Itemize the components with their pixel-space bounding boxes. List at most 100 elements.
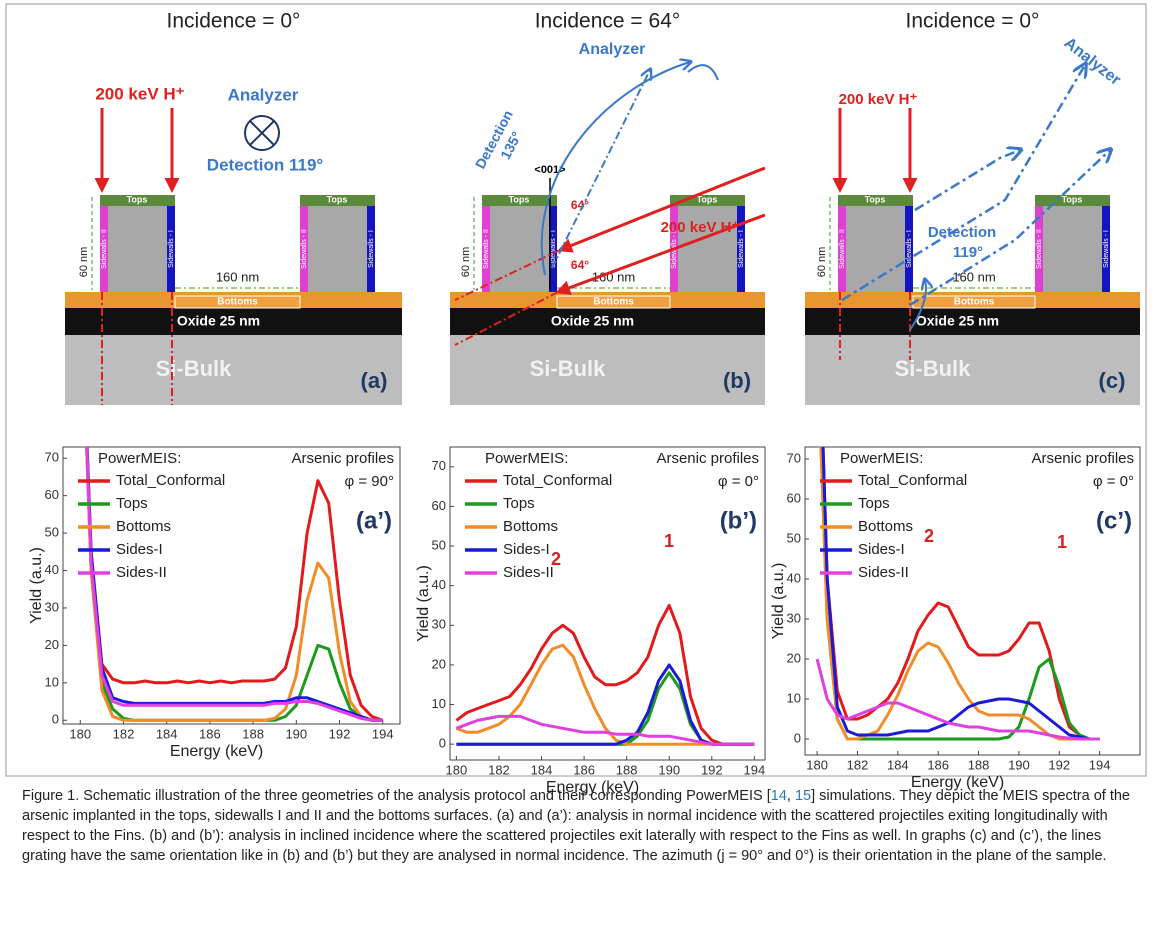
bottoms-label: Bottoms [217, 297, 258, 308]
y-tick-label: 50 [787, 530, 801, 545]
x-tick-label: 190 [658, 762, 680, 777]
annotation: φ = 90° [344, 473, 394, 490]
x-tick-label: 194 [744, 762, 766, 777]
y-tick-label: 60 [45, 487, 59, 502]
fin-top [1035, 195, 1110, 206]
y-tick-label: 20 [787, 650, 801, 665]
legend-title: PowerMEIS: [485, 450, 568, 467]
incidence-title: Incidence = 0° [167, 10, 301, 33]
oxide-label: Oxide 25 nm [177, 313, 260, 329]
sidewall-2 [1035, 206, 1043, 292]
detection-label: Detection 119° [207, 155, 324, 174]
x-tick-label: 192 [1048, 757, 1070, 772]
incidence-title: Incidence = 0° [906, 10, 1040, 33]
figure-frame [5, 3, 1147, 777]
tops-label: Tops [127, 194, 148, 204]
y-tick-label: 70 [45, 450, 59, 465]
fin-top [482, 195, 557, 206]
series-line [85, 447, 383, 722]
x-tick-label: 182 [488, 762, 510, 777]
y-tick-label: 40 [45, 562, 59, 577]
tops-label: Tops [327, 194, 348, 204]
detection-path [551, 70, 650, 269]
panel-label: (a’) [356, 507, 392, 534]
fin-top [300, 195, 375, 206]
legend-label: Tops [503, 495, 535, 512]
x-tick-label: 180 [69, 726, 91, 741]
pitch-label: 160 nm [216, 269, 259, 284]
legend-label: Total_Conformal [858, 472, 967, 489]
legend-label: Tops [858, 495, 890, 512]
bulk-label: Si-Bulk [530, 356, 607, 381]
x-tick-label: 190 [285, 726, 307, 741]
sidewall-1-label: Sidewalls - I [738, 230, 745, 268]
fin [300, 195, 375, 292]
series-line [455, 604, 755, 746]
sidewall-1-label: Sidewalls - I [550, 230, 557, 268]
beam-label: 200 keV H⁺ [95, 84, 184, 103]
peak-label: 2 [551, 549, 561, 569]
si-bulk [450, 335, 765, 405]
x-tick-label: 188 [242, 726, 264, 741]
series-line [819, 447, 1100, 741]
y-tick-label: 10 [787, 690, 801, 705]
sidewall-2 [838, 206, 846, 292]
si-bulk [805, 335, 1140, 405]
y-tick-label: 70 [432, 458, 446, 473]
sidewall-1 [367, 206, 375, 292]
peak-label: 1 [1057, 532, 1067, 552]
panel-label: (b) [723, 368, 751, 393]
sidewall-2-label: Sidewalls - II [483, 229, 490, 269]
sidewall-2-label: Sidewalls - II [839, 229, 846, 269]
bulk-label: Si-Bulk [895, 356, 972, 381]
plot-frame [62, 446, 401, 725]
y-tick-label: 50 [45, 525, 59, 540]
sidewall-1-label: Sidewalls - I [1103, 230, 1110, 268]
x-tick-label: 194 [1089, 757, 1111, 772]
y-axis-label: Yield (a.u.) [415, 565, 432, 642]
y-tick-label: 20 [432, 656, 446, 671]
series-group [85, 447, 384, 722]
legend-title: PowerMEIS: [98, 450, 181, 467]
annotation: Arsenic profiles [656, 450, 759, 467]
detection-path [914, 150, 1020, 212]
annotation: Arsenic profiles [291, 450, 394, 467]
x-tick-label: 184 [156, 726, 178, 741]
sidewall-1-label: Sidewalls - I [168, 230, 175, 268]
detector-cross [249, 120, 275, 146]
bottoms-inner [556, 295, 671, 309]
fin [838, 195, 913, 292]
detection-label: Detection [928, 224, 996, 241]
y-tick-label: 0 [52, 712, 59, 727]
incidence-title: Incidence = 64° [535, 10, 681, 33]
analyzer-label: Analyzer [579, 41, 646, 58]
plot-frame [449, 446, 766, 761]
reference-link[interactable]: 15 [794, 788, 812, 804]
x-tick-label: 190 [1008, 757, 1030, 772]
y-tick-label: 30 [432, 617, 446, 632]
legend-label: Bottoms [503, 518, 558, 535]
fin-top [100, 195, 175, 206]
x-tick-label: 180 [446, 762, 468, 777]
series-line [85, 447, 384, 722]
series-line [815, 658, 1100, 741]
panel-label: (a) [361, 368, 388, 393]
y-tick-label: 30 [45, 599, 59, 614]
peak-label: 2 [924, 526, 934, 546]
oxide-layer [65, 308, 402, 335]
caption-text: , [786, 788, 795, 804]
fin [100, 195, 175, 292]
annotation: φ = 0° [1093, 473, 1134, 490]
angle-label: 64° [571, 198, 589, 212]
schematic-panel: Incidence = 64° Bottoms Oxide 25 nm Si-Bulk… [450, 10, 765, 405]
y-tick-label: 0 [439, 736, 446, 751]
beam-arrow [557, 166, 766, 253]
reference-link[interactable]: 14 [770, 788, 787, 804]
y-tick-label: 10 [432, 696, 446, 711]
legend-label: Total_Conformal [116, 472, 225, 489]
series-line [85, 447, 383, 722]
detection-path [841, 65, 1085, 302]
y-tick-label: 60 [787, 490, 801, 505]
x-tick-label: 186 [199, 726, 221, 741]
